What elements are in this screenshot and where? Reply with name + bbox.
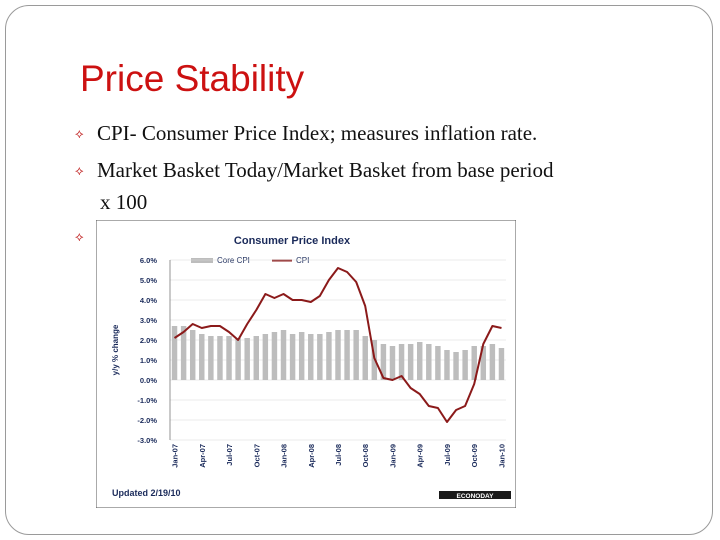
y-tick-label: -2.0%	[137, 416, 157, 425]
core-cpi-bar	[180, 326, 187, 380]
core-cpi-bar	[235, 338, 241, 380]
y-tick-labels: 6.0% 5.0% 4.0% 3.0% 2.0% 1.0% 0.0% -1.0% -2.0% -3…	[137, 256, 157, 445]
core-cpi-bar	[380, 344, 387, 380]
legend-swatch-core-cpi	[191, 258, 213, 263]
y-tick-label: -1.0%	[137, 396, 157, 405]
cpi-chart-svg: Consumer Price Index Core CPI CPI 6.0% 5.…	[96, 220, 516, 508]
y-tick-label: 1.0%	[140, 356, 157, 365]
core-cpi-bar	[498, 348, 505, 380]
brand-logo	[439, 491, 511, 499]
chart-footer: Updated 2/19/10	[112, 488, 181, 498]
x-tick-label: Jan-08	[280, 444, 289, 468]
core-cpi-bar	[480, 346, 487, 380]
core-cpi-bar	[398, 344, 405, 380]
slide-title: Price Stability	[80, 58, 305, 99]
y-tick-label: 6.0%	[140, 256, 157, 265]
x-tick-label: Oct-09	[470, 444, 479, 467]
bullet-chart: ⟡	[75, 223, 97, 250]
core-cpi-bar	[253, 336, 259, 380]
x-tick-label: Oct-08	[361, 444, 370, 467]
cpi-line	[173, 267, 502, 423]
x-tick-label: Jan-09	[389, 444, 398, 468]
core-cpi-bar	[217, 336, 223, 380]
core-cpi-bar	[335, 330, 341, 380]
core-cpi-bar	[407, 344, 414, 380]
cpi-chart: Consumer Price Index Core CPI CPI 6.0% 5.…	[96, 220, 516, 508]
bullet-market-basket: ⟡ Market Basket Today/Market Basket from …	[75, 157, 554, 184]
bullet-marker-icon: ⟡	[75, 229, 84, 244]
bullet-text: CPI- Consumer Price Index; measures infl…	[97, 121, 538, 145]
x-tick-labels: Jan-07 Apr-07 Jul-07 Oct-07 Jan-08 Apr-08 Jul-…	[171, 444, 507, 468]
core-cpi-bar	[199, 334, 205, 380]
x-tick-label: Oct-07	[252, 444, 261, 467]
core-cpi-bar	[344, 330, 350, 380]
bullet-continuation: x 100	[100, 190, 148, 214]
core-cpi-bar	[453, 352, 459, 380]
core-cpi-bar	[417, 342, 423, 380]
brand-text: ECONODAY	[457, 493, 495, 500]
chart-legend: Core CPI CPI	[191, 256, 309, 265]
core-cpi-bar	[271, 332, 278, 380]
core-cpi-bar	[289, 334, 296, 380]
core-cpi-bar	[353, 330, 359, 380]
core-cpi-bar	[308, 334, 314, 380]
x-tick-label: Apr-07	[198, 444, 207, 468]
y-tick-label: 5.0%	[140, 276, 157, 285]
bullet-marker-icon: ⟡	[75, 163, 84, 178]
y-tick-label: 4.0%	[140, 296, 157, 305]
core-cpi-bar	[326, 332, 332, 380]
y-tick-label: -3.0%	[137, 436, 157, 445]
y-tick-label: 2.0%	[140, 336, 157, 345]
x-tick-label: Jan-07	[171, 444, 180, 468]
x-tick-label: Jul-08	[334, 444, 343, 466]
core-cpi-bar	[298, 332, 305, 380]
x-tick-label: Jan-10	[498, 444, 507, 468]
legend-label-cpi: CPI	[296, 256, 309, 265]
y-tick-label: 0.0%	[140, 376, 157, 385]
core-cpi-bar	[189, 330, 196, 380]
core-cpi-bar	[317, 334, 323, 380]
core-cpi-bar	[444, 350, 450, 380]
chart-title: Consumer Price Index	[234, 235, 351, 247]
bullet-text: Market Basket Today/Market Basket from b…	[97, 158, 554, 182]
core-cpi-bars	[171, 326, 505, 380]
x-tick-label: Jul-09	[443, 444, 452, 466]
core-cpi-bar	[426, 344, 432, 380]
core-cpi-bar	[389, 346, 396, 380]
y-tick-label: 3.0%	[140, 316, 157, 325]
core-cpi-bar	[489, 344, 496, 380]
x-tick-label: Jul-07	[225, 444, 234, 466]
core-cpi-bar	[226, 336, 232, 380]
core-cpi-bar	[262, 334, 269, 380]
x-tick-label: Apr-08	[307, 444, 316, 468]
legend-label-core-cpi: Core CPI	[217, 256, 250, 265]
core-cpi-bar	[462, 350, 468, 380]
core-cpi-bar	[362, 336, 368, 380]
y-axis-label: y/y % change	[111, 324, 120, 375]
x-tick-label: Apr-09	[416, 444, 425, 468]
core-cpi-bar	[171, 326, 178, 380]
core-cpi-bar	[471, 346, 477, 380]
core-cpi-bar	[435, 346, 441, 380]
bullet-marker-icon: ⟡	[75, 126, 84, 141]
core-cpi-bar	[280, 330, 287, 380]
bullet-cpi: ⟡ CPI- Consumer Price Index; measures inf…	[75, 120, 537, 147]
core-cpi-bar	[244, 338, 250, 380]
core-cpi-bar	[208, 336, 214, 380]
